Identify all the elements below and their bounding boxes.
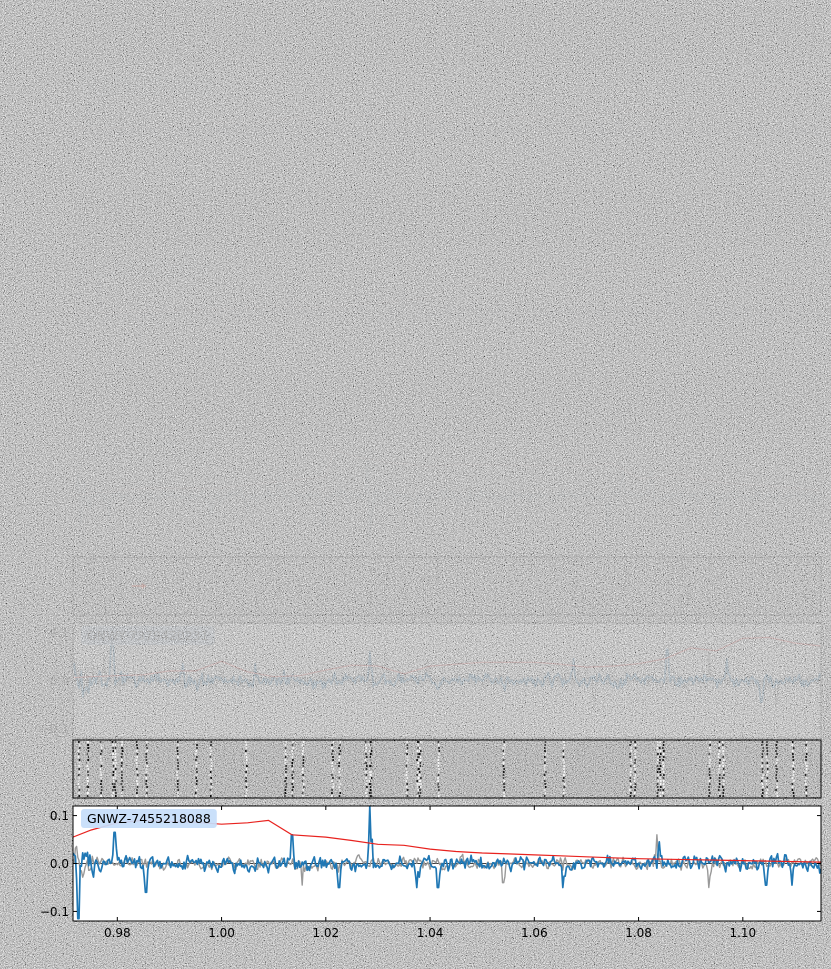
- flux-series-line: [73, 459, 821, 539]
- svg-text:GNDY-7048017191: GNDY-7048017191: [87, 444, 205, 459]
- spectrum-2d-image: [72, 372, 822, 432]
- y-tick-label: 0.0: [50, 490, 69, 504]
- line-marker-arrow: [131, 568, 147, 575]
- flux-series-line: [73, 626, 821, 703]
- line-marker-arrow: [131, 583, 147, 589]
- y-tick-label: −0.1: [40, 172, 69, 186]
- x-tick-label: 1.00: [208, 926, 235, 940]
- svg-text:GNWY-7379420231: GNWY-7379420231: [87, 628, 209, 643]
- y-tick-label: 0.0: [50, 124, 69, 138]
- spectrum-panel: −0.1 0.0 0.1 GSDY-2209651370: [40, 189, 822, 372]
- object-id-label: GNWY-7379420231: [81, 626, 215, 645]
- y-tick-label: 0.1: [50, 259, 69, 273]
- flux-series-line: [73, 806, 821, 920]
- spectrum-1d-plot: −0.1 0.0 0.1 GNWY-7379420231: [40, 622, 822, 739]
- spectrum-1d-plot: −0.1 0.0 0.1 GNDY-7048017191: [40, 438, 822, 555]
- error-curve-line: [73, 636, 821, 679]
- y-tick-label: 0.1: [50, 442, 69, 456]
- model-series-line: [73, 476, 821, 526]
- spectrum-2d-image: [72, 189, 822, 249]
- x-tick-label: 1.08: [625, 926, 652, 940]
- x-tick-label: 1.06: [521, 926, 548, 940]
- y-tick-label: 0.1: [50, 809, 69, 823]
- y-tick-label: −0.1: [40, 355, 69, 369]
- error-curve-line: [73, 448, 821, 496]
- line-marker-arrow: [673, 201, 689, 208]
- x-tick-label: 0.98: [104, 926, 131, 940]
- line-marker-arrow: [673, 216, 689, 222]
- flux-series-line: [73, 96, 821, 187]
- object-id-label: GSWY-2249353259: [81, 76, 214, 95]
- line-marker-arrow: [673, 230, 689, 237]
- svg-text:GSDY-2209651370: GSDY-2209651370: [87, 261, 204, 276]
- object-id-label: GNWZ-7455218088: [81, 809, 217, 828]
- spectrum-1d-plot: −0.1 0.0 0.1 GSWY-2249353259: [40, 72, 822, 189]
- spectrum-2d-image: [72, 6, 822, 66]
- spectrum-panel: −0.1 0.0 0.1 GSWY-2249353259: [40, 6, 822, 189]
- y-tick-label: 0.1: [50, 626, 69, 640]
- model-series-line: [73, 93, 821, 165]
- x-tick-label: 1.10: [729, 926, 756, 940]
- svg-text:GNWZ-7455218088: GNWZ-7455218088: [87, 811, 211, 826]
- x-tick-label: 1.02: [312, 926, 339, 940]
- spectrum-1d-plot: −0.1 0.0 0.1 0.98 1.00 1.02 1.04 1.06 1.08 1.10 GN…: [40, 805, 822, 940]
- y-tick-label: 0.0: [50, 307, 69, 321]
- spectrum-panel: −0.1 0.0 0.1 GNWY-7379420231: [40, 556, 822, 739]
- y-tick-label: 0.1: [50, 76, 69, 90]
- y-tick-label: 0.0: [50, 674, 69, 688]
- object-id-label: GSDY-2209651370: [81, 259, 210, 278]
- error-curve-line: [73, 82, 821, 129]
- y-tick-label: −0.1: [40, 538, 69, 552]
- flux-series-line: [73, 264, 821, 368]
- spectrum-panel: −0.1 0.0 0.1 0.98 1.00 1.02 1.04 1.06 1.08 1.10 GN…: [40, 739, 822, 940]
- spectrum-1d-plot: −0.1 0.0 0.1 GSDY-2209651370: [40, 255, 822, 372]
- x-axis-label: Wavelength [μm]: [377, 944, 515, 963]
- object-id-label: GNDY-7048017191: [81, 442, 212, 461]
- x-tick-label: 1.04: [417, 926, 444, 940]
- svg-text:GSWY-2249353259: GSWY-2249353259: [87, 78, 207, 93]
- y-tick-label: −0.1: [40, 722, 69, 736]
- error-curve-line: [73, 264, 821, 314]
- y-axis-label: Flux Density [10−17 erg/s/cm2/Å]: [7, 363, 28, 622]
- y-tick-label: 0.0: [50, 857, 69, 871]
- spectrum-panel: −0.1 0.0 0.1 GNDY-7048017191: [40, 372, 822, 555]
- line-marker-arrow: [131, 597, 147, 604]
- spectrum-2d-image: [72, 556, 822, 616]
- y-tick-label: −0.1: [40, 905, 69, 919]
- spectrum-2d-image: [72, 739, 822, 799]
